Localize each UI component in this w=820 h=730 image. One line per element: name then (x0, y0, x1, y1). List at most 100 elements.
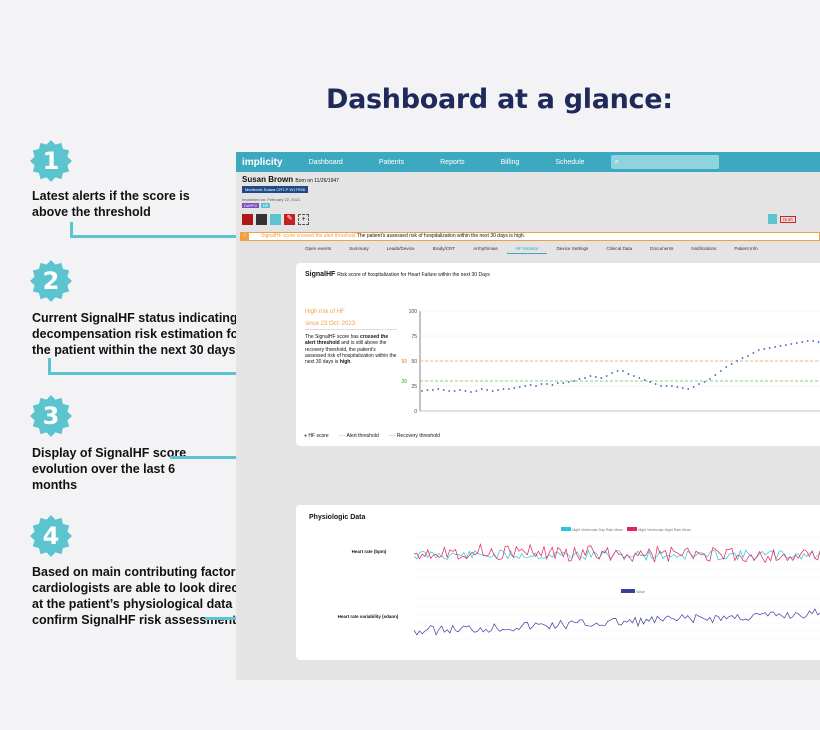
hf-score-point (687, 388, 690, 390)
hf-score-point (817, 341, 820, 343)
hf-score-point (611, 372, 614, 374)
hf-score-point (785, 344, 787, 346)
hf-score-point (426, 389, 429, 391)
tab-brady-crt[interactable]: Brady/CRT (432, 246, 456, 251)
nav-dashboard[interactable]: Dashboard (308, 158, 343, 166)
tab-open-events[interactable]: Open events (305, 246, 332, 251)
tab-hf-monitor[interactable]: HF Monitor (506, 244, 548, 254)
hf-score-point (535, 385, 537, 387)
legend-label: Value (635, 590, 645, 594)
status-square-red[interactable] (242, 214, 253, 225)
top-nav: implicity Dashboard Patients Reports Bil… (236, 152, 820, 172)
y-tick-label: 50 (411, 359, 417, 365)
heart-rate-chart (413, 536, 820, 578)
hf-score-point (518, 386, 521, 388)
alert-banner: ! SignalHF score crossed the alert thres… (240, 232, 820, 241)
hf-score-point (643, 379, 646, 381)
step-text-1: Latest alerts if the score is above the … (32, 189, 190, 219)
legend-hrv: Value (621, 589, 645, 594)
legend-label: HF score (308, 433, 329, 439)
hf-score-point (806, 340, 809, 342)
add-icon[interactable]: + (298, 214, 309, 225)
tab-patient-info[interactable]: Patient Info (734, 246, 758, 251)
step-number: 2 (42, 267, 60, 295)
hf-score-point (736, 360, 738, 362)
nav-reports[interactable]: Reports (440, 158, 465, 166)
hf-score-point (584, 377, 586, 379)
tab-documents[interactable]: Documents (650, 246, 674, 251)
warning-icon: ! (241, 233, 249, 240)
hf-score-point (573, 380, 576, 382)
hf-score-point (779, 345, 782, 347)
hf-score-point (654, 383, 657, 385)
hf-score-point (459, 389, 461, 391)
hf-score-point (431, 389, 434, 391)
step-text-3: Display of SignalHF score evolution over… (32, 446, 187, 492)
search-input[interactable]: ⌕ (610, 155, 719, 169)
hf-score-point (453, 390, 456, 392)
tab-device-settings[interactable]: Device Settings (556, 246, 589, 251)
tab-notifications[interactable]: Notifications (691, 246, 717, 251)
hf-score-point (730, 363, 733, 365)
tab-clinical-data[interactable]: Clinical Data (606, 246, 633, 251)
hf-score-point (681, 387, 684, 389)
hf-score-point (513, 387, 516, 389)
hf-score-point (567, 381, 570, 383)
hf-score-point (801, 341, 804, 343)
tag-dapp2: DAPP2 (242, 203, 260, 208)
hf-score-point (790, 343, 793, 345)
alert-link[interactable]: SignalHF score crossed the alert thresho… (261, 233, 356, 239)
hf-score-point (529, 384, 532, 386)
desc-text: The SignalHF score has (305, 334, 361, 340)
hf-score-point (502, 388, 505, 390)
hf-score-point (421, 390, 423, 392)
pill-icon[interactable]: ✎ (284, 214, 295, 225)
y-tick-label: 0 (414, 409, 417, 415)
hf-score-point (622, 370, 624, 372)
hf-score-point (741, 357, 744, 359)
tag-hf: HF (261, 203, 271, 208)
legend-day-rate: Night Ventricular Day Rate Mean (561, 527, 623, 532)
hf-score-point (632, 375, 635, 377)
hf-score-point (725, 366, 728, 368)
connector-1 (70, 235, 236, 238)
night-rate-line (413, 543, 820, 564)
nav-patients[interactable]: Patients (378, 158, 405, 166)
tab-leads-device[interactable]: Leads/Device (386, 246, 415, 251)
hf-score-point (660, 385, 662, 387)
hf-score-point (448, 390, 451, 392)
desc-bold: crossed the alert threshold (305, 334, 389, 347)
desc-bold: high (339, 359, 351, 366)
nav-billing[interactable]: Billing (500, 158, 520, 166)
draft-button[interactable]: Draft (780, 215, 796, 223)
step-badge-1: 1 (30, 140, 72, 182)
legend-night-rate: Night Ventricular Night Rate Mean (626, 527, 691, 532)
status-square-dark[interactable] (256, 214, 267, 225)
status-square-teal[interactable] (270, 214, 281, 225)
hf-score-point (480, 388, 483, 390)
day-rate-line (413, 549, 820, 561)
tab-summary[interactable]: Summary (349, 246, 369, 251)
hf-score-point (600, 377, 603, 379)
search-icon: ⌕ (614, 157, 620, 166)
page-title: Dashboard at a glance: (326, 84, 673, 115)
step-number: 3 (42, 402, 60, 430)
legend-label: Night Ventricular Night Rate Mean (637, 528, 691, 532)
step-badge-3: 3 (30, 395, 72, 437)
connector-1-v (70, 222, 73, 237)
hf-score-point (540, 383, 543, 385)
alert-threshold-line-label: 50 (401, 359, 407, 365)
step-badge-2: 2 (30, 260, 72, 302)
hf-score-point (469, 391, 472, 393)
tab-arrhythmias[interactable]: Arrhythmias (473, 246, 498, 251)
hf-score-point (562, 382, 565, 384)
hrv-line (413, 608, 820, 636)
nav-schedule[interactable]: Schedule (555, 158, 585, 166)
hf-score-point (551, 384, 554, 386)
step-number: 1 (42, 147, 60, 175)
document-icon[interactable] (768, 214, 777, 224)
device-badge: Medtronic Solara CRT-P W1TR06 (242, 186, 309, 193)
signalhf-card: SignalHF Risk score of hospitalization f… (296, 263, 820, 446)
hf-score-point (703, 381, 706, 383)
step-badge-4: 4 (30, 515, 72, 557)
